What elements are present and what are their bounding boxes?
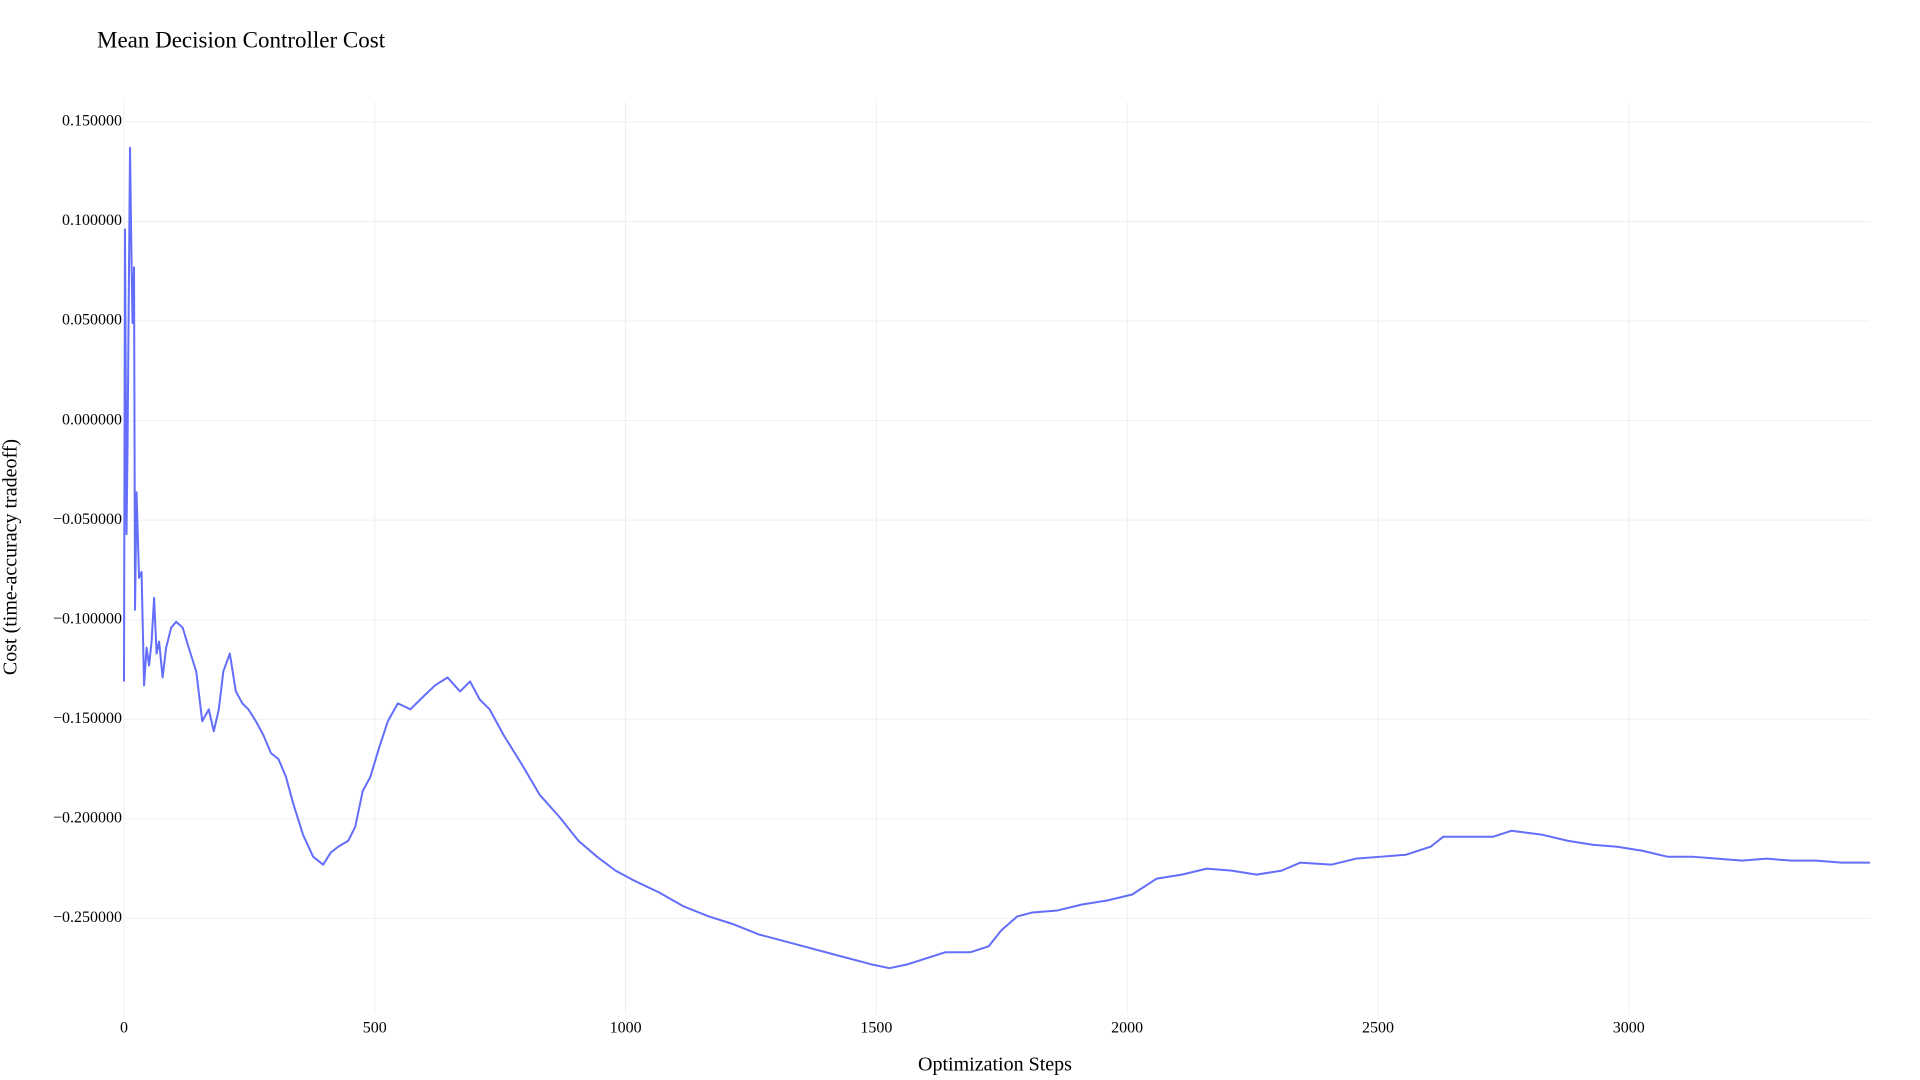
x-axis-title: Optimization Steps: [918, 1054, 1072, 1076]
x-tick-label: 3000: [1613, 1020, 1645, 1037]
y-tick-label: 0.100000: [62, 212, 122, 229]
x-tick-label: 1500: [860, 1020, 892, 1037]
x-tick-label: 500: [363, 1020, 387, 1037]
x-tick-label: 0: [120, 1020, 128, 1037]
chart-title: Mean Decision Controller Cost: [97, 27, 386, 52]
y-tick-label: 0.150000: [62, 113, 122, 130]
x-tick-label: 2500: [1362, 1020, 1394, 1037]
y-tick-label: 0.000000: [62, 411, 122, 428]
y-axis-title: Cost (time-accuracy tradeoff): [0, 439, 22, 675]
y-tick-label: −0.150000: [53, 710, 122, 727]
y-tick-label: −0.250000: [53, 909, 122, 926]
y-tick-label: −0.200000: [53, 810, 122, 827]
y-tick-label: −0.050000: [53, 511, 122, 528]
y-tick-label: 0.050000: [62, 312, 122, 329]
data-line: [123, 146, 1870, 970]
x-tick-label: 2000: [1111, 1020, 1143, 1037]
x-tick-label: 1000: [610, 1020, 642, 1037]
y-tick-label: −0.100000: [53, 610, 122, 627]
